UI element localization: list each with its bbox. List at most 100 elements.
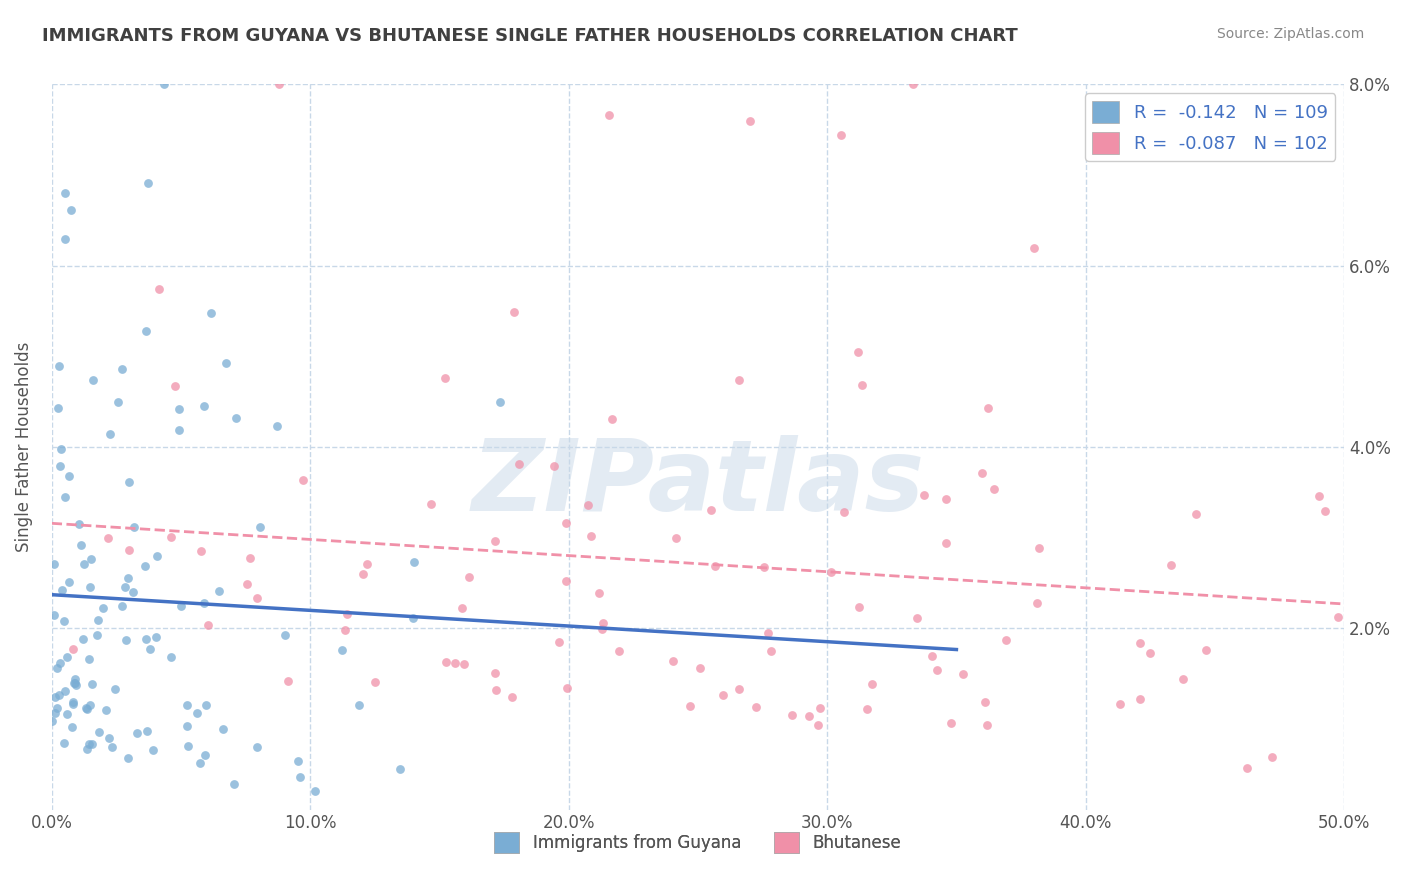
Point [1108,697,1130,711]
Point [1236,761,1258,775]
Point [808,701,831,715]
Point [738,113,761,128]
Point [974,695,997,709]
Point [711,688,734,702]
Point [555,516,578,530]
Point [63,672,86,686]
Point [665,531,688,545]
Point [186,706,208,720]
Point [727,373,749,387]
Point [77,652,100,666]
Point [70,538,93,552]
Point [330,643,353,657]
Point [450,601,472,615]
Point [935,536,957,550]
Point [336,607,359,621]
Point [1327,610,1350,624]
Point [41,714,63,729]
Point [76,702,98,716]
Legend: Immigrants from Guyana, Bhutanese: Immigrants from Guyana, Bhutanese [488,826,908,859]
Point [176,698,198,712]
Point [1173,673,1195,687]
Point [197,617,219,632]
Point [224,777,246,791]
Point [266,419,288,434]
Point [433,371,456,385]
Point [48,689,70,703]
Point [53,231,76,245]
Point [745,699,768,714]
Point [576,499,599,513]
Point [79,580,101,594]
Point [194,747,217,762]
Point [118,542,141,557]
Point [193,399,215,413]
Point [63,676,86,690]
Point [104,682,127,697]
Point [588,585,610,599]
Point [679,698,702,713]
Point [952,666,974,681]
Point [453,657,475,672]
Point [1022,241,1045,255]
Point [364,674,387,689]
Point [170,599,193,613]
Point [689,661,711,675]
Point [347,698,370,713]
Y-axis label: Single Father Households: Single Father Households [15,342,32,552]
Text: Source: ZipAtlas.com: Source: ZipAtlas.com [1216,27,1364,41]
Point [53,684,76,698]
Point [591,622,613,636]
Point [728,681,751,696]
Point [52,736,75,750]
Point [176,719,198,733]
Point [135,324,157,338]
Point [56,649,79,664]
Point [598,108,620,122]
Point [115,633,138,648]
Point [225,410,247,425]
Point [51,583,73,598]
Point [188,756,211,771]
Point [121,585,143,599]
Point [304,784,326,798]
Point [72,632,94,646]
Point [60,203,83,218]
Point [118,475,141,490]
Point [547,635,569,649]
Point [117,571,139,585]
Point [100,740,122,755]
Point [177,739,200,754]
Point [1308,489,1330,503]
Point [193,596,215,610]
Point [489,395,512,409]
Point [51,442,73,456]
Point [44,706,66,721]
Point [820,565,842,579]
Point [1026,596,1049,610]
Point [846,345,869,359]
Point [600,412,623,426]
Point [501,690,523,705]
Point [167,423,190,437]
Point [138,641,160,656]
Point [1028,541,1050,556]
Point [107,394,129,409]
Point [807,718,830,732]
Point [754,560,776,574]
Point [434,655,457,669]
Point [82,676,104,690]
Point [555,681,578,695]
Point [49,656,72,670]
Point [79,737,101,751]
Point [444,656,467,670]
Point [700,502,723,516]
Point [543,459,565,474]
Point [856,701,879,715]
Point [484,665,506,680]
Point [114,580,136,594]
Point [148,281,170,295]
Point [134,559,156,574]
Point [402,611,425,625]
Point [91,600,114,615]
